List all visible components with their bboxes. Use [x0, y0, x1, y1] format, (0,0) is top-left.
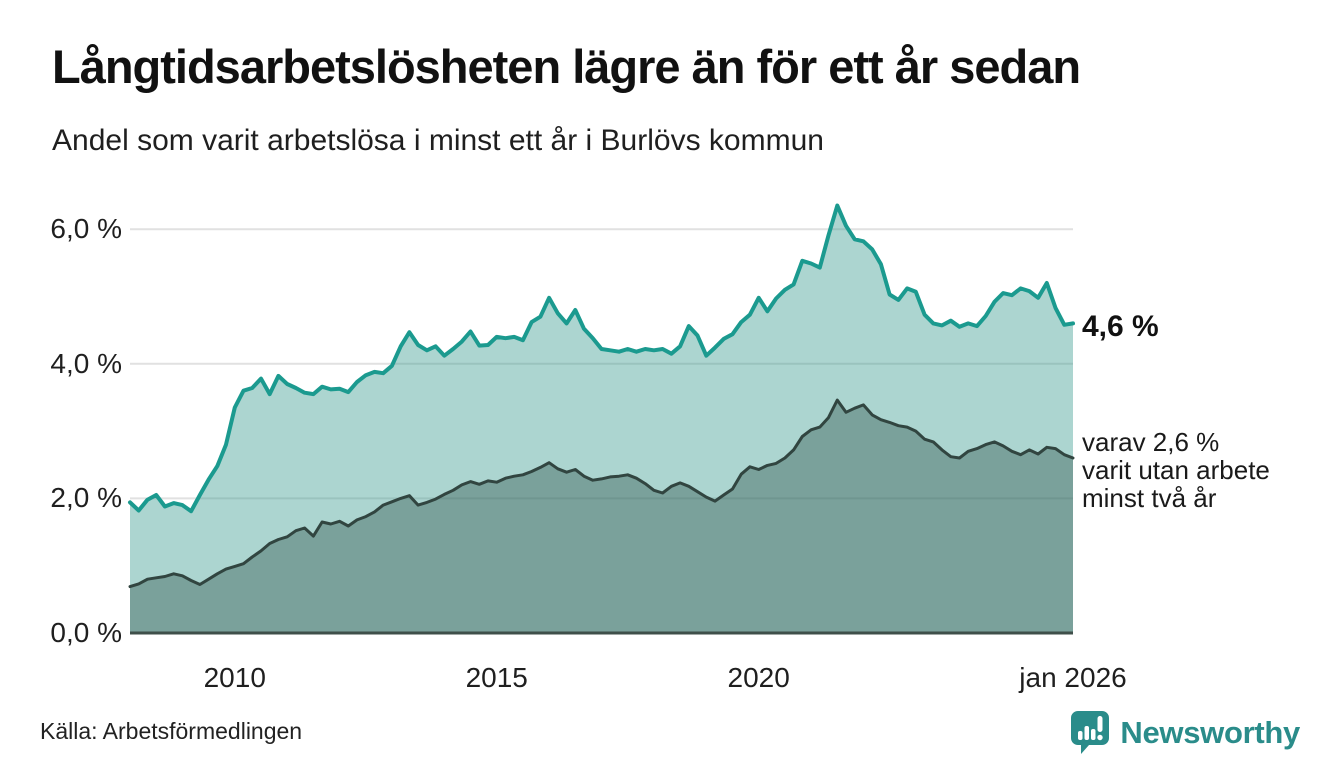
newsworthy-bubble-barchart-icon: [1071, 711, 1110, 754]
x-tick-label: 2015: [465, 662, 528, 693]
annotation-line-3: minst två år: [1082, 483, 1217, 513]
area-fill: [130, 400, 1073, 633]
y-tick-label: 2,0 %: [50, 482, 122, 514]
source-caption: Källa: Arbetsförmedlingen: [40, 718, 303, 744]
series-line: [128, 398, 1075, 589]
y-tick-label: 0,0 %: [50, 617, 122, 648]
two-year-share-annotation: varav 2,6 % varit utan arbete minst två …: [1082, 428, 1270, 512]
chart-subtitle: Andel som varit arbetslösa i minst ett å…: [52, 124, 824, 157]
annotation-line-2: varit utan arbete: [1082, 455, 1270, 485]
annotation-line-1: varav 2,6 %: [1082, 427, 1220, 457]
x-tick-label: 2020: [727, 662, 790, 693]
series-line: [128, 203, 1075, 514]
latest-total-value-annotation: 4,6 %: [1082, 310, 1159, 343]
x-tick-label: 2010: [203, 662, 266, 693]
y-tick-label: 4,0 %: [50, 347, 122, 379]
x-tick-label: jan 2026: [1019, 662, 1127, 693]
y-tick-label: 6,0 %: [50, 213, 122, 245]
area-fill: [130, 205, 1073, 633]
chart-title: Långtidsarbetslösheten lägre än för ett …: [52, 40, 1081, 93]
newsworthy-wordmark: Newsworthy: [1120, 715, 1300, 750]
newsworthy-logo: Newsworthy: [1070, 708, 1300, 758]
